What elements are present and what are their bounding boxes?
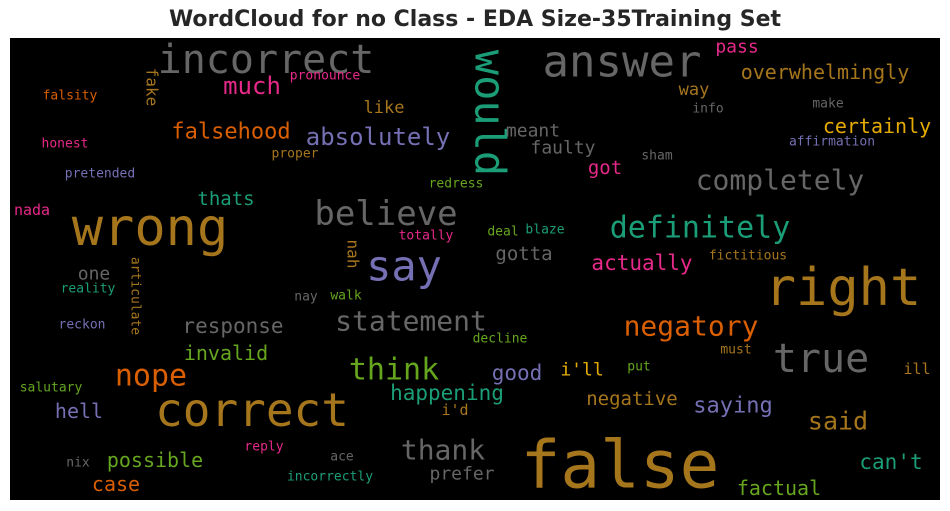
word: actually (591, 251, 692, 275)
word: correct (155, 383, 349, 437)
word: make (812, 97, 843, 112)
word: meant (506, 121, 560, 142)
word: believe (314, 194, 457, 234)
word: nah (344, 240, 363, 269)
word: say (366, 242, 442, 291)
word: case (92, 472, 140, 496)
word: would (466, 50, 515, 176)
word: factual (737, 476, 821, 500)
word: i'd (441, 401, 468, 419)
word: put (627, 360, 650, 375)
word: must (720, 343, 751, 358)
word: affirmation (789, 135, 875, 150)
word: happening (390, 381, 504, 405)
word: redress (429, 177, 484, 192)
word: hell (55, 399, 103, 423)
word: prefer (429, 464, 494, 485)
word: think (349, 353, 439, 388)
word: reckon (59, 318, 106, 333)
word: reality (61, 282, 116, 297)
word: walk (330, 289, 361, 304)
word: said (808, 407, 868, 436)
word: faulty (530, 138, 595, 159)
word: wrong (72, 198, 229, 258)
word: way (679, 80, 710, 100)
word: ill (903, 360, 930, 378)
word: pretended (65, 167, 135, 182)
word: reply (244, 440, 283, 455)
word: falsehood (171, 120, 290, 145)
word: possible (107, 448, 203, 472)
word: decline (473, 332, 528, 347)
word: nope (115, 359, 187, 394)
chart-title: WordCloud for no Class - EDA Size-35Trai… (169, 7, 782, 32)
word: one (78, 264, 111, 285)
word: certainly (823, 114, 931, 138)
word: gotta (495, 243, 552, 265)
word: pronounce (290, 69, 361, 84)
word: blaze (525, 223, 564, 238)
word: saying (693, 394, 772, 419)
word: negatory (624, 310, 759, 343)
word: salutary (20, 381, 83, 396)
word: honest (42, 137, 89, 152)
word: pass (715, 37, 758, 58)
word: like (364, 98, 405, 118)
word: overwhelmingly (741, 60, 910, 84)
word: info (692, 102, 723, 117)
word: much (223, 72, 281, 100)
word: nix (66, 456, 90, 471)
word: absolutely (306, 123, 451, 151)
word: true (773, 336, 869, 382)
word: fake (143, 68, 162, 107)
word: sham (641, 149, 672, 164)
word: nada (14, 201, 50, 219)
word: thank (401, 434, 485, 467)
word: fictitious (709, 249, 787, 264)
word: articulate (128, 257, 143, 335)
word: answer (543, 37, 702, 88)
cloud-background (10, 38, 940, 500)
word: i'll (560, 360, 603, 381)
word: right (765, 258, 922, 318)
word: got (588, 157, 622, 179)
word: statement (335, 305, 487, 338)
word: ace (330, 450, 354, 465)
word: incorrectly (287, 470, 373, 485)
word: invalid (184, 341, 268, 365)
word: thats (197, 188, 254, 210)
word: nay (294, 290, 318, 305)
word: completely (696, 164, 865, 197)
word: definitely (610, 211, 791, 246)
word: negative (586, 388, 678, 410)
word: falsity (43, 89, 98, 104)
word: response (182, 314, 283, 338)
word: false (521, 427, 720, 504)
word: good (492, 361, 543, 385)
word: incorrect (158, 37, 375, 83)
word: proper (272, 147, 319, 162)
word: deal (487, 225, 518, 240)
word: totally (399, 229, 454, 244)
word: can't (859, 450, 922, 474)
